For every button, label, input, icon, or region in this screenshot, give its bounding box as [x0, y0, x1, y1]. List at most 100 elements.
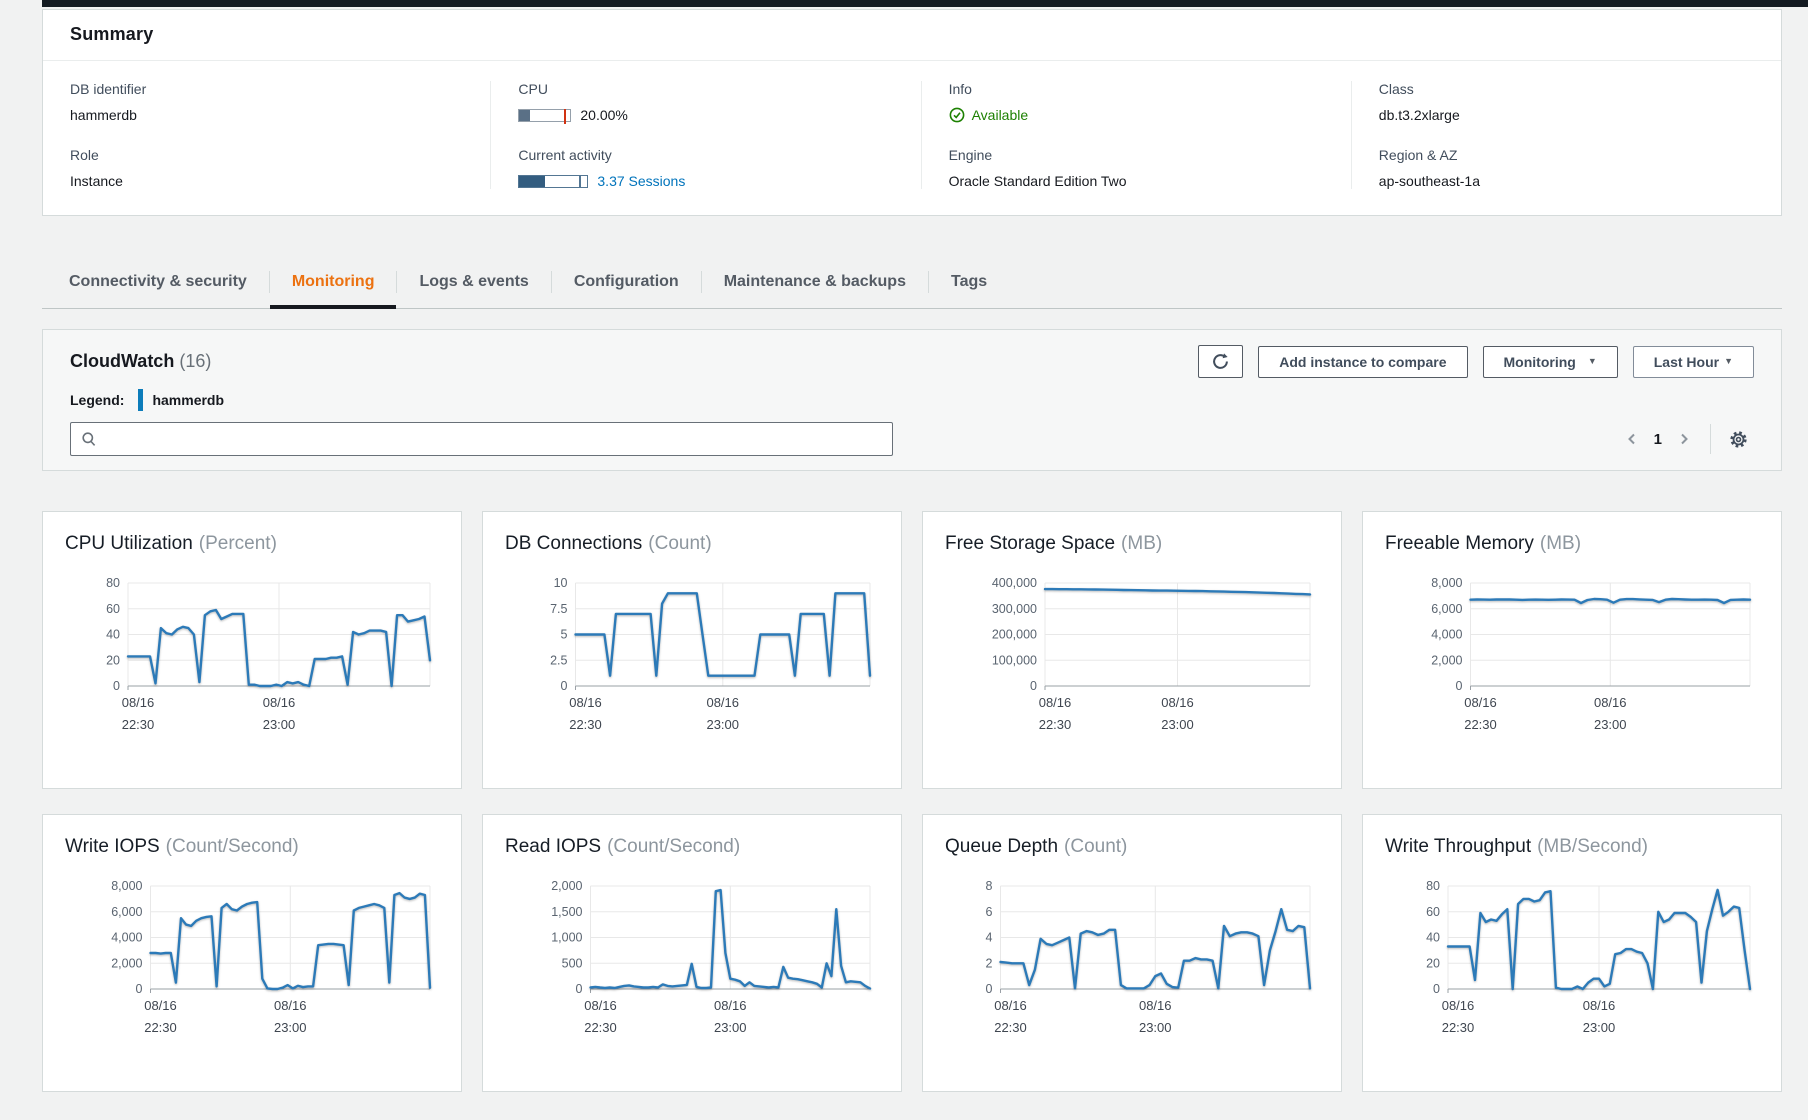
svg-text:10: 10 [554, 576, 568, 590]
cloudwatch-panel: CloudWatch (16) Add instance to compare … [42, 329, 1782, 471]
chart-tile-queue-depth[interactable]: Queue Depth(Count) 0246808/1622:3008/162… [922, 814, 1342, 1092]
tab-monitoring[interactable]: Monitoring [270, 256, 397, 308]
page-number[interactable]: 1 [1646, 431, 1670, 448]
chart-title: Free Storage Space [945, 533, 1115, 554]
tab-configuration[interactable]: Configuration [552, 256, 701, 308]
tab-connectivity-security[interactable]: Connectivity & security [42, 256, 269, 308]
svg-text:23:00: 23:00 [706, 717, 739, 732]
chart-tile-free-storage-space[interactable]: Free Storage Space(MB) 0100,000200,00030… [922, 511, 1342, 789]
svg-text:08/16: 08/16 [1139, 998, 1172, 1013]
db-identifier-field: DB identifier hammerdb [70, 81, 472, 123]
svg-text:0: 0 [561, 679, 568, 693]
next-page-button[interactable] [1670, 427, 1698, 451]
svg-text:22:30: 22:30 [122, 717, 155, 732]
svg-text:2: 2 [986, 956, 993, 970]
svg-text:08/16: 08/16 [994, 998, 1027, 1013]
svg-text:4,000: 4,000 [111, 931, 142, 945]
chart-canvas: 02040608008/1622:3008/1623:00 [65, 571, 442, 739]
role-value: Instance [70, 173, 472, 189]
legend-label: Legend: [70, 392, 124, 408]
chart-unit: (MB) [1540, 533, 1581, 554]
summary-grid: DB identifier hammerdb Role Instance CPU… [43, 61, 1781, 215]
search-box [70, 422, 893, 456]
chart-tile-db-connections[interactable]: DB Connections(Count) 02.557.51008/1622:… [482, 511, 902, 789]
svg-text:08/16: 08/16 [144, 998, 177, 1013]
settings-gear-button[interactable] [1723, 426, 1754, 453]
cloudwatch-actions: Add instance to compare Monitoring ▼ Las… [1198, 345, 1754, 378]
chart-tile-read-iops[interactable]: Read IOPS(Count/Second) 05001,0001,5002,… [482, 814, 902, 1092]
cloudwatch-header-row: CloudWatch (16) Add instance to compare … [70, 345, 1754, 378]
svg-text:08/16: 08/16 [584, 998, 617, 1013]
svg-text:08/16: 08/16 [263, 695, 296, 710]
region-field: Region & AZ ap-southeast-1a [1379, 147, 1763, 189]
svg-text:23:00: 23:00 [263, 717, 296, 732]
time-range-dropdown-label: Last Hour [1654, 354, 1719, 370]
tab-maintenance-backups[interactable]: Maintenance & backups [702, 256, 928, 308]
svg-text:22:30: 22:30 [1464, 717, 1497, 732]
role-label: Role [70, 147, 472, 163]
chart-title: DB Connections [505, 533, 642, 554]
chart-canvas: 0100,000200,000300,000400,00008/1622:300… [945, 571, 1322, 739]
chart-tile-freeable-memory[interactable]: Freeable Memory(MB) 02,0004,0006,0008,00… [1362, 511, 1782, 789]
summary-column-class: Class db.t3.2xlarge Region & AZ ap-south… [1351, 81, 1781, 189]
summary-panel: Summary DB identifier hammerdb Role Inst… [42, 9, 1782, 216]
svg-text:22:30: 22:30 [569, 717, 602, 732]
tab-label: Configuration [574, 273, 679, 290]
svg-text:08/16: 08/16 [714, 998, 747, 1013]
svg-text:8: 8 [986, 879, 993, 893]
pager-divider [1710, 424, 1711, 454]
chart-tile-write-iops[interactable]: Write IOPS(Count/Second) 02,0004,0006,00… [42, 814, 462, 1092]
tab-tags[interactable]: Tags [929, 256, 1009, 308]
svg-text:1,000: 1,000 [551, 931, 582, 945]
summary-header: Summary [43, 10, 1781, 61]
previous-page-button[interactable] [1618, 427, 1646, 451]
tab-logs-events[interactable]: Logs & events [397, 256, 550, 308]
svg-text:22:30: 22:30 [584, 1020, 617, 1035]
chart-canvas: 02,0004,0006,0008,00008/1622:3008/1623:0… [1385, 571, 1762, 739]
svg-text:6: 6 [986, 905, 993, 919]
svg-text:08/16: 08/16 [569, 695, 602, 710]
cloudwatch-metric-count: (16) [179, 351, 211, 371]
monitoring-dropdown-button[interactable]: Monitoring ▼ [1483, 346, 1618, 378]
svg-text:0: 0 [1030, 679, 1037, 693]
chart-unit: (Percent) [199, 533, 277, 554]
class-value: db.t3.2xlarge [1379, 107, 1763, 123]
search-icon [81, 431, 97, 447]
summary-column-status: Info Available Engine Oracle Standard Ed… [921, 81, 1351, 189]
chart-tile-write-throughput[interactable]: Write Throughput(MB/Second) 02040608008/… [1362, 814, 1782, 1092]
check-circle-icon [949, 107, 965, 123]
top-navigation-bar-edge [42, 0, 1808, 7]
current-activity-field: Current activity 3.37 Sessions [518, 147, 902, 189]
sessions-link[interactable]: 3.37 Sessions [597, 173, 685, 189]
refresh-button[interactable] [1198, 345, 1243, 378]
chart-tile-cpu-utilization[interactable]: CPU Utilization(Percent) 02040608008/162… [42, 511, 462, 789]
svg-text:6,000: 6,000 [1431, 602, 1462, 616]
svg-text:08/16: 08/16 [1442, 998, 1475, 1013]
svg-text:1,500: 1,500 [551, 905, 582, 919]
svg-text:0: 0 [986, 982, 993, 996]
svg-text:500: 500 [562, 956, 583, 970]
add-instance-to-compare-button[interactable]: Add instance to compare [1258, 346, 1467, 378]
time-range-dropdown-button[interactable]: Last Hour ▼ [1633, 346, 1754, 378]
class-label: Class [1379, 81, 1763, 97]
svg-text:300,000: 300,000 [992, 602, 1037, 616]
svg-text:60: 60 [106, 602, 120, 616]
summary-column-identity: DB identifier hammerdb Role Instance [43, 81, 490, 189]
metrics-search-input[interactable] [105, 430, 882, 448]
tabs-row: Connectivity & securityMonitoringLogs & … [42, 256, 1782, 308]
class-field: Class db.t3.2xlarge [1379, 81, 1763, 123]
engine-field: Engine Oracle Standard Edition Two [949, 147, 1333, 189]
chart-title: Write Throughput [1385, 836, 1531, 857]
svg-text:7.5: 7.5 [550, 602, 567, 616]
svg-text:0: 0 [576, 982, 583, 996]
current-activity-label: Current activity [518, 147, 902, 163]
chart-unit: (MB/Second) [1537, 836, 1648, 857]
chart-canvas: 02,0004,0006,0008,00008/1622:3008/1623:0… [65, 874, 442, 1042]
svg-text:4,000: 4,000 [1431, 628, 1462, 642]
chart-canvas: 05001,0001,5002,00008/1622:3008/1623:00 [505, 874, 882, 1042]
tab-label: Tags [951, 273, 987, 290]
chart-unit: (Count) [648, 533, 711, 554]
tab-bar: Connectivity & securityMonitoringLogs & … [42, 256, 1782, 309]
cpu-meter [518, 109, 571, 122]
svg-text:80: 80 [1426, 879, 1440, 893]
